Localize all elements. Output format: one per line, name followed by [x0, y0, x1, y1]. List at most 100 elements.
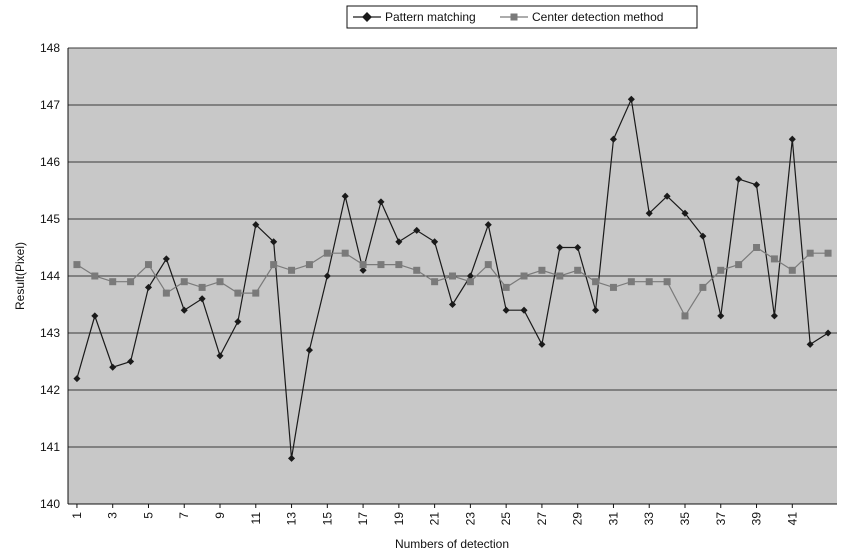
data-point-pattern-matching	[788, 135, 796, 143]
data-point-pattern-matching	[162, 255, 170, 263]
data-point-center-detection	[717, 266, 725, 274]
data-point-center-detection	[288, 266, 296, 274]
data-point-center-detection	[538, 266, 546, 274]
data-point-center-detection	[592, 278, 600, 286]
data-point-pattern-matching	[323, 272, 331, 280]
y-tick-label: 144	[40, 269, 60, 283]
data-point-center-detection	[502, 283, 510, 291]
data-point-center-detection	[198, 283, 206, 291]
data-point-center-detection	[824, 249, 832, 257]
data-point-pattern-matching	[91, 312, 99, 320]
data-point-pattern-matching	[234, 318, 242, 326]
data-point-pattern-matching	[341, 192, 349, 200]
data-point-pattern-matching	[448, 300, 457, 309]
data-point-pattern-matching	[538, 340, 546, 348]
data-point-pattern-matching	[681, 209, 689, 217]
data-point-center-detection	[144, 261, 152, 269]
data-point-center-detection	[270, 261, 278, 269]
data-point-center-detection	[574, 266, 582, 274]
data-point-center-detection	[699, 283, 707, 291]
data-point-pattern-matching	[198, 295, 206, 303]
x-tick-label: 19	[392, 512, 406, 526]
data-point-pattern-matching	[520, 306, 528, 314]
data-point-center-detection	[109, 278, 117, 286]
data-point-pattern-matching	[144, 283, 153, 291]
x-tick-label: 3	[106, 512, 120, 519]
data-point-pattern-matching	[556, 243, 564, 252]
data-point-pattern-matching	[699, 232, 707, 240]
data-point-pattern-matching	[806, 340, 814, 348]
data-point-center-detection	[449, 272, 456, 280]
x-tick-label: 37	[714, 512, 728, 526]
x-tick-label: 29	[571, 512, 585, 526]
data-point-center-detection	[234, 289, 242, 297]
data-point-pattern-matching	[574, 243, 582, 252]
data-point-center-detection	[484, 261, 492, 269]
data-point-pattern-matching	[359, 266, 367, 274]
data-point-center-detection	[323, 249, 331, 257]
data-point-center-detection	[556, 272, 564, 280]
data-point-center-detection	[609, 283, 617, 291]
x-tick-label: 9	[213, 512, 227, 519]
x-tick-label: 1	[70, 512, 84, 519]
legend-label-center-detection: Center detection method	[532, 10, 663, 24]
data-point-pattern-matching	[502, 306, 510, 314]
data-point-pattern-matching	[377, 198, 385, 206]
data-point-center-detection	[645, 278, 653, 286]
data-point-pattern-matching	[717, 312, 725, 320]
y-tick-label: 145	[40, 212, 60, 226]
data-point-pattern-matching	[305, 346, 313, 354]
data-point-center-detection	[216, 278, 224, 286]
x-tick-label: 25	[499, 512, 513, 526]
data-point-pattern-matching	[645, 209, 653, 217]
x-tick-label: 11	[249, 512, 263, 525]
data-point-pattern-matching	[466, 272, 474, 280]
x-tick-label: 33	[642, 512, 656, 526]
data-point-pattern-matching	[127, 357, 135, 366]
y-tick-labels: 140 141 142 143 144 145 146 147 148	[40, 41, 60, 511]
data-point-center-detection	[753, 244, 761, 251]
x-tick-label: 27	[535, 512, 549, 526]
data-point-pattern-matching	[663, 192, 671, 200]
data-point-center-detection	[431, 278, 439, 286]
data-point-pattern-matching	[216, 352, 224, 360]
x-tick-labels: 1 3 5 7 9 11 13 15 17 19 21 23 25 27 29 31 33 35 37 39 41	[70, 504, 799, 525]
data-point-pattern-matching	[627, 95, 635, 103]
x-tick-label: 5	[141, 512, 155, 519]
y-tick-label: 148	[40, 41, 60, 55]
data-point-center-detection	[770, 255, 778, 263]
y-tick-label: 146	[40, 155, 60, 169]
data-point-center-detection	[413, 266, 421, 274]
data-point-center-detection	[127, 278, 135, 286]
data-point-pattern-matching	[73, 375, 81, 383]
data-point-pattern-matching	[288, 454, 296, 462]
data-point-pattern-matching	[180, 306, 188, 314]
data-point-pattern-matching	[735, 175, 743, 183]
data-point-pattern-matching	[770, 312, 778, 320]
data-point-pattern-matching	[395, 238, 403, 246]
x-tick-label: 31	[606, 512, 620, 526]
data-point-center-detection	[305, 261, 313, 269]
data-point-center-detection	[91, 272, 99, 280]
data-point-pattern-matching	[609, 135, 617, 143]
x-tick-label: 13	[285, 512, 299, 526]
data-point-center-detection	[627, 278, 635, 286]
legend: Pattern matching Center detection method	[346, 5, 698, 29]
series-markers	[73, 95, 832, 462]
y-tick-label: 140	[40, 497, 60, 511]
data-point-center-detection	[395, 261, 403, 269]
data-point-pattern-matching	[592, 306, 600, 314]
y-tick-label: 143	[40, 326, 60, 340]
data-point-center-detection	[788, 266, 796, 274]
data-point-pattern-matching	[752, 181, 761, 189]
data-point-pattern-matching	[270, 238, 278, 246]
data-point-center-detection	[162, 289, 170, 297]
x-tick-label: 39	[750, 512, 764, 526]
y-axis-title: Result(Pixel)	[13, 242, 27, 310]
data-point-center-detection	[520, 272, 528, 280]
data-point-center-detection	[663, 278, 671, 286]
x-tick-label: 35	[678, 512, 692, 526]
data-point-pattern-matching	[413, 226, 421, 234]
data-point-center-detection	[806, 249, 814, 257]
